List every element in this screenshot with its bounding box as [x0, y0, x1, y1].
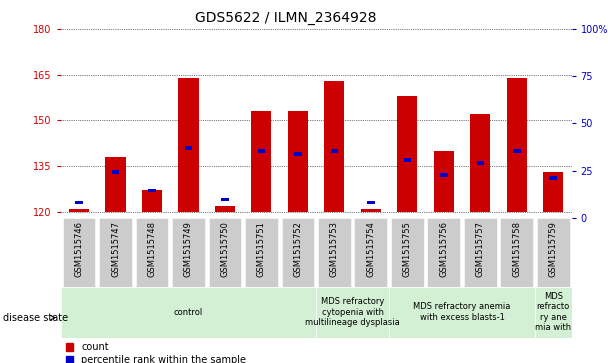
Text: GSM1515749: GSM1515749 [184, 221, 193, 277]
Bar [324, 81, 344, 212]
Text: MDS
refracto
ry ane
mia with: MDS refracto ry ane mia with [535, 292, 572, 332]
Bar [361, 209, 381, 212]
FancyBboxPatch shape [537, 218, 570, 287]
Text: disease state: disease state [3, 313, 68, 323]
Text: GSM1515757: GSM1515757 [476, 221, 485, 277]
Bar [105, 157, 125, 212]
Bar [367, 201, 375, 204]
FancyBboxPatch shape [464, 218, 497, 287]
Bar [550, 176, 557, 180]
Bar [404, 158, 411, 162]
FancyBboxPatch shape [391, 218, 424, 287]
Text: GDS5622 / ILMN_2364928: GDS5622 / ILMN_2364928 [195, 11, 376, 25]
Bar [75, 201, 83, 204]
Text: GSM1515752: GSM1515752 [294, 221, 302, 277]
FancyBboxPatch shape [61, 287, 316, 338]
Bar [434, 151, 454, 212]
Text: GSM1515748: GSM1515748 [148, 221, 156, 277]
Text: GSM1515756: GSM1515756 [440, 221, 448, 277]
FancyBboxPatch shape [427, 218, 460, 287]
FancyBboxPatch shape [172, 218, 205, 287]
Text: GSM1515758: GSM1515758 [513, 221, 521, 277]
Bar [543, 172, 563, 212]
Text: GSM1515754: GSM1515754 [367, 221, 375, 277]
Text: GSM1515746: GSM1515746 [75, 221, 83, 277]
FancyBboxPatch shape [136, 218, 168, 287]
Bar [112, 170, 119, 174]
FancyBboxPatch shape [63, 218, 95, 287]
FancyBboxPatch shape [99, 218, 132, 287]
Legend: count, percentile rank within the sample: count, percentile rank within the sample [66, 342, 246, 363]
Bar [221, 198, 229, 201]
Text: GSM1515750: GSM1515750 [221, 221, 229, 277]
Bar [251, 111, 271, 212]
Bar [331, 149, 338, 153]
Bar [185, 146, 192, 150]
Bar [215, 205, 235, 212]
FancyBboxPatch shape [500, 218, 533, 287]
Bar [440, 174, 447, 177]
FancyBboxPatch shape [354, 218, 387, 287]
Text: GSM1515755: GSM1515755 [403, 221, 412, 277]
Text: GSM1515747: GSM1515747 [111, 221, 120, 277]
Bar [477, 161, 484, 165]
Text: GSM1515759: GSM1515759 [549, 221, 558, 277]
Bar [258, 149, 265, 153]
Bar [513, 149, 520, 153]
Bar [148, 188, 156, 192]
Bar [178, 78, 198, 212]
FancyBboxPatch shape [245, 218, 278, 287]
FancyBboxPatch shape [209, 218, 241, 287]
FancyBboxPatch shape [535, 287, 572, 338]
Bar [288, 111, 308, 212]
Bar [294, 152, 302, 156]
FancyBboxPatch shape [389, 287, 535, 338]
Bar [142, 191, 162, 212]
Text: MDS refractory
cytopenia with
multilineage dysplasia: MDS refractory cytopenia with multilinea… [305, 297, 400, 327]
FancyBboxPatch shape [282, 218, 314, 287]
Bar [470, 114, 490, 212]
FancyBboxPatch shape [316, 287, 389, 338]
Bar [69, 209, 89, 212]
Text: control: control [174, 308, 203, 317]
Text: MDS refractory anemia
with excess blasts-1: MDS refractory anemia with excess blasts… [413, 302, 511, 322]
Text: GSM1515753: GSM1515753 [330, 221, 339, 277]
Bar [506, 78, 527, 212]
FancyBboxPatch shape [318, 218, 351, 287]
Bar [397, 96, 417, 212]
Text: GSM1515751: GSM1515751 [257, 221, 266, 277]
